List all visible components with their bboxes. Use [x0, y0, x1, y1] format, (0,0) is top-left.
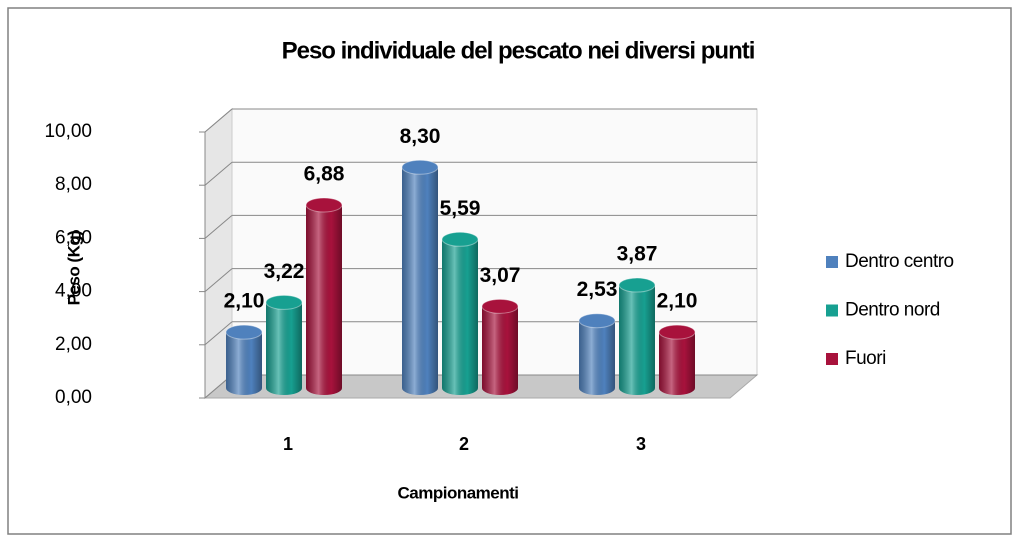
cylinder: [225, 324, 263, 395]
grid-line: [204, 268, 233, 292]
data-label: 8,30: [400, 125, 441, 148]
cylinder-top: [225, 324, 263, 340]
cylinder-shade: [442, 239, 478, 395]
cylinder-shade: [659, 332, 695, 395]
chart-title: Peso individuale del pescato nei diversi…: [282, 37, 755, 64]
cylinder-shade: [306, 204, 342, 395]
data-label: 5,59: [440, 197, 481, 220]
cylinder-top: [305, 197, 343, 213]
x-tick-label: 2: [459, 434, 469, 454]
cylinder-shade: [402, 167, 438, 395]
cylinder: [265, 294, 303, 395]
data-label: 6,88: [304, 163, 345, 186]
cylinder: [481, 298, 519, 395]
cylinder-top: [578, 313, 616, 329]
y-tick-label: 4,00: [55, 281, 92, 302]
y-tick-label: 6,00: [55, 227, 92, 248]
x-axis-title: Campionamenti: [397, 483, 518, 502]
grid-line: [204, 108, 233, 133]
cylinder: [578, 313, 616, 395]
data-label: 3,07: [480, 264, 521, 287]
cylinder-shade: [226, 332, 262, 395]
x-tick-label: 1: [283, 434, 293, 454]
y-axis-title: Peso (Kg): [64, 231, 83, 306]
legend-swatch: [826, 256, 838, 268]
cylinder: [658, 324, 696, 395]
data-label: 3,87: [617, 243, 658, 266]
data-label: 2,53: [577, 278, 618, 301]
legend-label: Fuori: [845, 348, 886, 369]
cylinder-top: [265, 294, 303, 310]
cylinder-top: [441, 231, 479, 247]
cylinder-top: [658, 324, 696, 340]
x-tick-label: 3: [636, 434, 646, 454]
cylinder-top: [481, 298, 519, 314]
y-tick-label: 8,00: [55, 174, 92, 195]
grid-line: [204, 161, 233, 186]
legend-swatch: [826, 353, 838, 365]
legend-label: Dentro centro: [845, 251, 954, 272]
y-tick-label: 10,00: [44, 121, 92, 142]
data-label: 2,10: [224, 290, 265, 313]
legend-label: Dentro nord: [845, 300, 940, 321]
grid-line: [204, 215, 233, 239]
cylinder-top: [618, 277, 656, 293]
data-label: 2,10: [657, 290, 698, 313]
y-tick-label: 2,00: [55, 334, 92, 355]
cylinder-shade: [266, 302, 302, 395]
data-label: 3,22: [264, 260, 305, 283]
grid-line: [204, 321, 233, 346]
cylinder: [401, 159, 439, 395]
cylinder-top: [401, 159, 439, 175]
cylinder-shade: [619, 285, 655, 395]
cylinder: [618, 277, 656, 395]
cylinder: [441, 231, 479, 395]
cylinder-shade: [482, 306, 518, 395]
y-tick-label: 0,00: [55, 387, 92, 408]
cylinder: [305, 197, 343, 395]
cylinder-shade: [579, 320, 615, 395]
legend-swatch: [826, 304, 838, 317]
